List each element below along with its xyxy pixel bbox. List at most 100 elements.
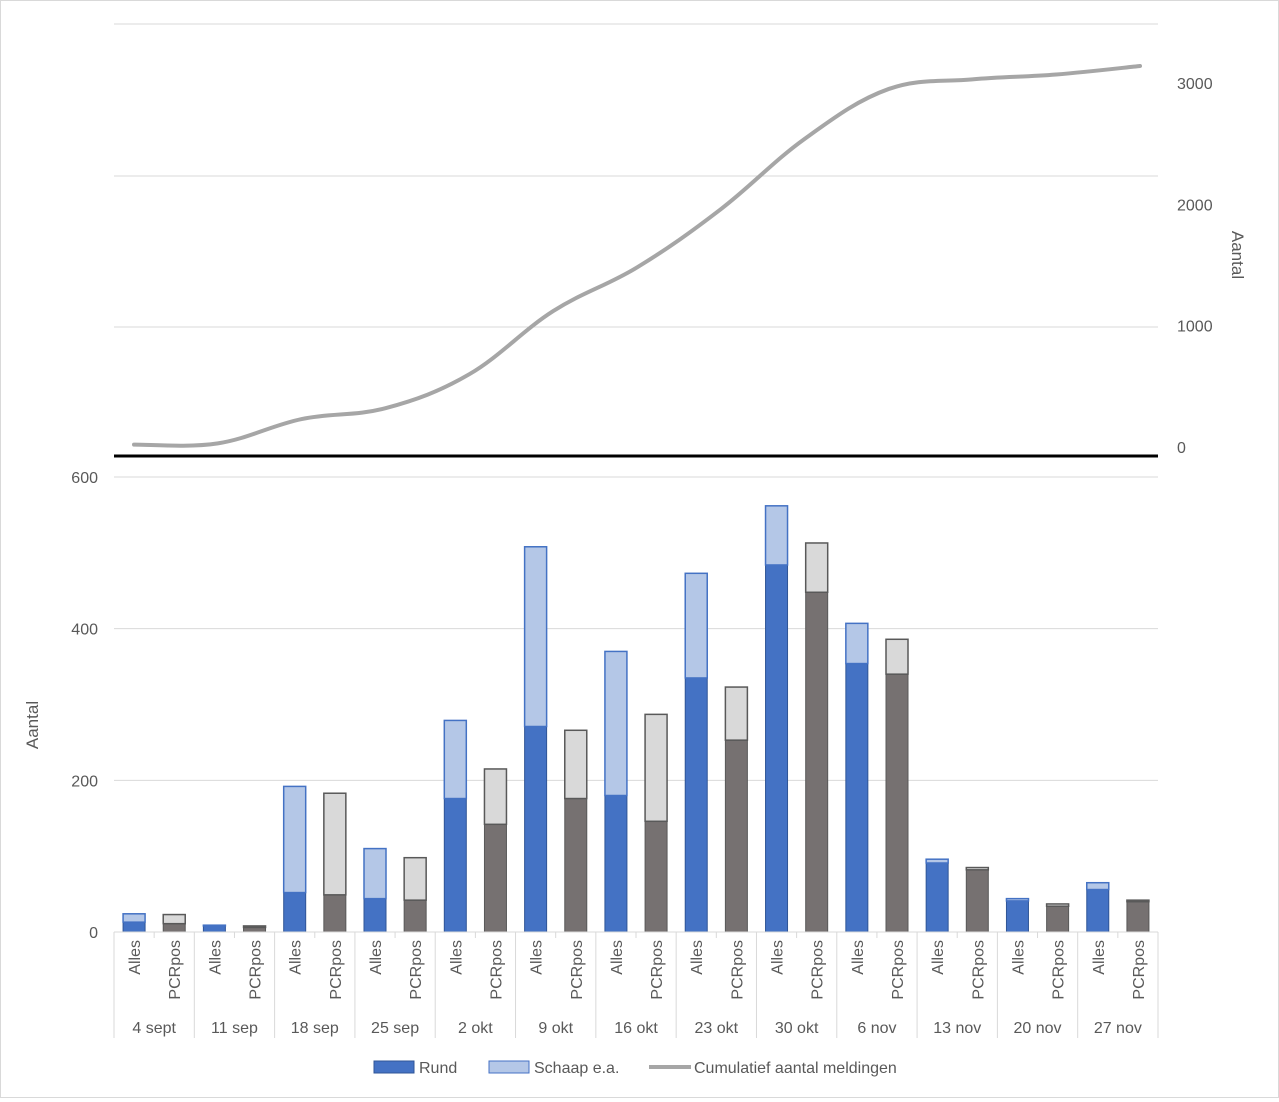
bar-alles-rund bbox=[925, 862, 949, 933]
bar-alles-schaap bbox=[1005, 897, 1030, 902]
legend-swatch-rund bbox=[373, 1060, 415, 1074]
x-subcategory-label: Alles bbox=[1010, 940, 1027, 975]
bar-pcrpos-schaap bbox=[323, 792, 347, 896]
bar-alles-schaap bbox=[363, 847, 387, 900]
legend-label-cumulative: Cumulatief aantal meldingen bbox=[694, 1060, 897, 1077]
x-subcategory-label: Alles bbox=[288, 940, 305, 975]
x-subcategory-label: PCRpos bbox=[408, 940, 425, 1000]
bar-alles-schaap bbox=[282, 785, 307, 894]
bar-pcrpos-rund bbox=[483, 823, 507, 933]
x-subcategory-label: Alles bbox=[930, 940, 947, 975]
bar-pcrpos-schaap bbox=[965, 866, 990, 871]
bar-pcrpos-schaap bbox=[242, 925, 267, 929]
x-group-label: 4 sept bbox=[132, 1020, 176, 1037]
bar-pcrpos-rund bbox=[323, 894, 347, 933]
bar-alles-rund bbox=[443, 798, 467, 933]
right-y-tick-label: 0 bbox=[1177, 440, 1186, 457]
bar-alles-rund bbox=[684, 677, 708, 933]
x-subcategory-label: PCRpos bbox=[890, 940, 907, 1000]
x-group-label: 23 okt bbox=[695, 1020, 739, 1037]
bar-alles-rund bbox=[122, 921, 146, 933]
right-y-tick-label: 3000 bbox=[1177, 76, 1213, 93]
bar-pcrpos-schaap bbox=[724, 686, 749, 741]
bar-alles-rund bbox=[283, 892, 307, 933]
x-group-label: 30 okt bbox=[775, 1020, 819, 1037]
x-subcategory-label: Alles bbox=[368, 940, 385, 975]
legend: Rund Schaap e.a. Cumulatief aantal meldi… bbox=[373, 1060, 897, 1077]
bar-pcrpos-schaap bbox=[804, 542, 829, 594]
x-group-label: 6 nov bbox=[857, 1020, 896, 1037]
x-group-label: 25 sep bbox=[371, 1020, 419, 1037]
x-subcategory-label: PCRpos bbox=[328, 940, 345, 1000]
bar-pcrpos-schaap bbox=[564, 729, 588, 800]
bar-pcrpos-schaap bbox=[403, 856, 427, 901]
x-group-label: 20 nov bbox=[1014, 1020, 1062, 1037]
x-group-label: 2 okt bbox=[458, 1020, 493, 1037]
x-subcategory-label: PCRpos bbox=[649, 940, 666, 1000]
x-subcategory-label: PCRpos bbox=[1051, 940, 1068, 1000]
left-y-axis-title: Aantal bbox=[23, 701, 42, 749]
x-subcategory-label: PCRpos bbox=[970, 940, 987, 1000]
bar-pcrpos-rund bbox=[1126, 901, 1150, 933]
x-group-label: 18 sep bbox=[291, 1020, 339, 1037]
bar-alles-schaap bbox=[604, 650, 628, 797]
x-group-label: 13 nov bbox=[933, 1020, 981, 1037]
bar-pcrpos-schaap bbox=[1045, 903, 1070, 907]
x-subcategory-label: Alles bbox=[529, 940, 546, 975]
x-group-label: 27 nov bbox=[1094, 1020, 1142, 1037]
x-subcategory-label: Alles bbox=[1091, 940, 1108, 975]
top-gridlines: 0 1000 2000 3000 bbox=[114, 23, 1213, 457]
axes: Alles PCRpos 4 sept Alles PCRpos 11 sep Alles P… bbox=[113, 931, 1159, 1038]
bar-alles-schaap bbox=[122, 913, 146, 923]
bar-alles-rund bbox=[1086, 889, 1110, 933]
left-y-tick-label: 0 bbox=[89, 925, 98, 942]
x-subcategory-label: Alles bbox=[448, 940, 465, 975]
bar-pcrpos-rund bbox=[724, 739, 748, 933]
bar-pcrpos-rund bbox=[403, 899, 427, 933]
x-subcategory-label: PCRpos bbox=[167, 940, 184, 1000]
right-y-tick-label: 1000 bbox=[1177, 319, 1213, 336]
legend-label-schaap: Schaap e.a. bbox=[534, 1060, 619, 1077]
right-y-axis-title: Aantal bbox=[1228, 231, 1247, 279]
bottom-gridlines: 0 200 400 600 bbox=[71, 470, 1158, 942]
bar-pcrpos-schaap bbox=[1126, 899, 1150, 903]
legend-label-rund: Rund bbox=[419, 1060, 457, 1077]
bar-alles-schaap bbox=[523, 546, 548, 728]
bar-alles-schaap bbox=[1086, 881, 1110, 891]
x-group-label: 11 sep bbox=[211, 1020, 258, 1037]
bar-alles-schaap bbox=[925, 858, 949, 864]
x-subcategory-label: Alles bbox=[207, 940, 224, 975]
bar-series bbox=[122, 505, 1150, 933]
bar-alles-schaap bbox=[202, 924, 227, 927]
bar-pcrpos-rund bbox=[885, 673, 909, 933]
x-group-label: 9 okt bbox=[538, 1020, 573, 1037]
bar-pcrpos-schaap bbox=[644, 713, 668, 823]
bar-pcrpos-rund bbox=[564, 798, 588, 933]
bar-alles-rund bbox=[1005, 900, 1029, 933]
bar-pcrpos-rund bbox=[965, 869, 989, 933]
x-subcategory-label: Alles bbox=[850, 940, 867, 975]
x-subcategory-label: PCRpos bbox=[1131, 940, 1148, 1000]
bar-alles-rund bbox=[845, 663, 869, 933]
right-y-tick-label: 2000 bbox=[1177, 197, 1213, 214]
left-y-tick-label: 600 bbox=[71, 470, 98, 487]
bar-alles-schaap bbox=[845, 622, 869, 665]
bar-pcrpos-rund bbox=[162, 923, 186, 933]
bar-alles-rund bbox=[202, 925, 226, 933]
bar-pcrpos-schaap bbox=[162, 913, 186, 925]
legend-swatch-schaap bbox=[488, 1060, 530, 1074]
axis-labels: Aantal Aantal bbox=[23, 231, 1247, 749]
bar-pcrpos-rund bbox=[644, 820, 668, 933]
x-subcategory-label: PCRpos bbox=[729, 940, 746, 1000]
x-subcategory-label: PCRpos bbox=[569, 940, 586, 1000]
left-y-tick-label: 400 bbox=[71, 622, 98, 639]
bar-pcrpos-schaap bbox=[885, 638, 909, 675]
bar-alles-rund bbox=[765, 564, 789, 933]
x-subcategory-label: Alles bbox=[689, 940, 706, 975]
x-group-label: 16 okt bbox=[614, 1020, 658, 1037]
left-y-tick-label: 200 bbox=[71, 773, 98, 790]
x-subcategory-label: PCRpos bbox=[810, 940, 827, 1000]
cumulative-line bbox=[132, 64, 1142, 448]
